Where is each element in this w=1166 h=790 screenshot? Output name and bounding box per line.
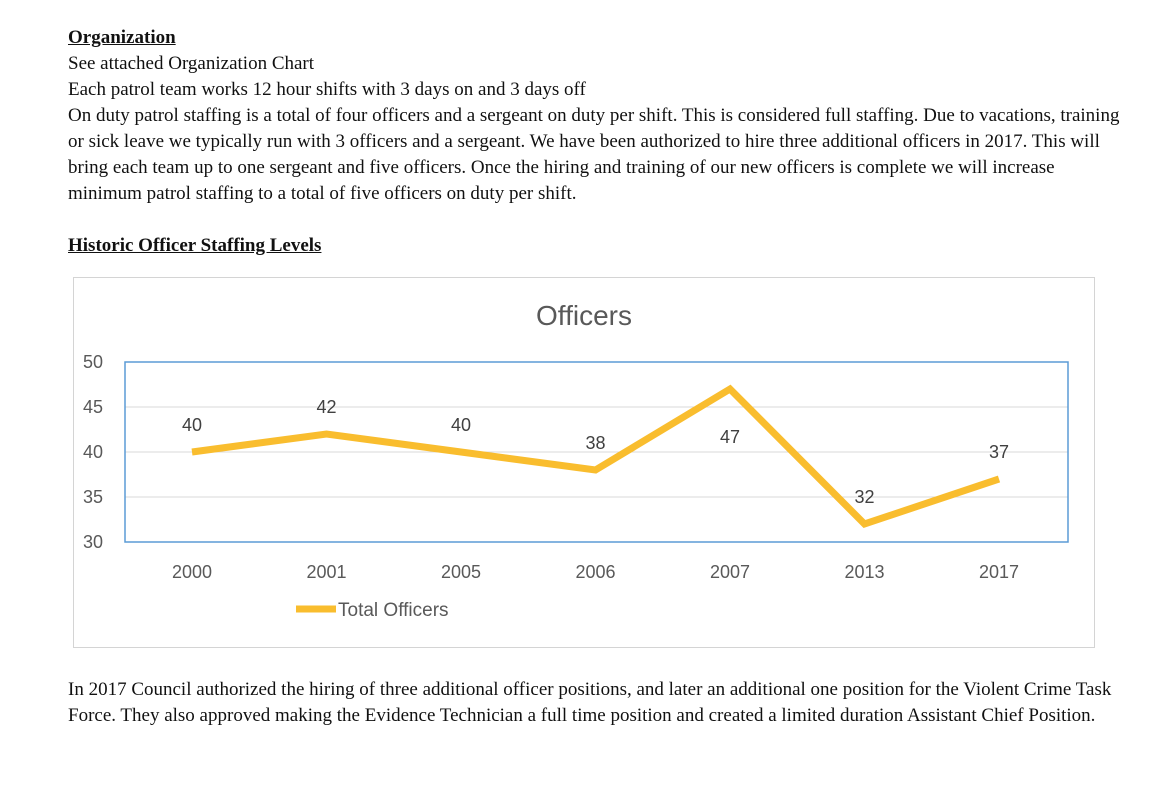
organization-line: Each patrol team works 12 hour shifts wi… [68,79,586,100]
x-tick-label: 2006 [575,562,615,582]
organization-paragraph: On duty patrol staffing is a total of fo… [68,105,1120,204]
chart-title: Officers [536,300,632,331]
y-tick-label: 40 [83,442,103,462]
series-line-total-officers [191,384,1001,529]
data-label: 47 [720,427,740,447]
x-tick-label: 2005 [441,562,481,582]
closing-paragraph: In 2017 Council authorized the hiring of… [68,679,1112,726]
y-tick-label: 45 [83,397,103,417]
y-tick-label: 50 [83,352,103,372]
x-tick-label: 2013 [844,562,884,582]
data-label: 42 [316,397,336,417]
officers-chart: Officers 30 35 40 45 50 2000 2001 2005 2006 2007 20… [73,277,1095,648]
y-tick-label: 35 [83,487,103,507]
data-label: 40 [451,415,471,435]
data-label: 38 [585,433,605,453]
data-label: 32 [854,487,874,507]
legend-label: Total Officers [338,600,449,621]
organization-line: See attached Organization Chart [68,53,315,74]
x-tick-label: 2001 [306,562,346,582]
organization-text: See attached Organization Chart Each pat… [68,51,1128,207]
officers-chart-svg: Officers 30 35 40 45 50 2000 2001 2005 2006 2007 20… [83,300,1069,621]
data-label: 40 [182,415,202,435]
staffing-heading: Historic Officer Staffing Levels [68,235,322,256]
plot-area-border [124,361,1069,543]
data-label: 37 [989,442,1009,462]
x-tick-label: 2017 [979,562,1019,582]
x-tick-label: 2007 [710,562,750,582]
y-tick-label: 30 [83,532,103,552]
x-tick-label: 2000 [172,562,212,582]
organization-heading: Organization [68,27,176,48]
